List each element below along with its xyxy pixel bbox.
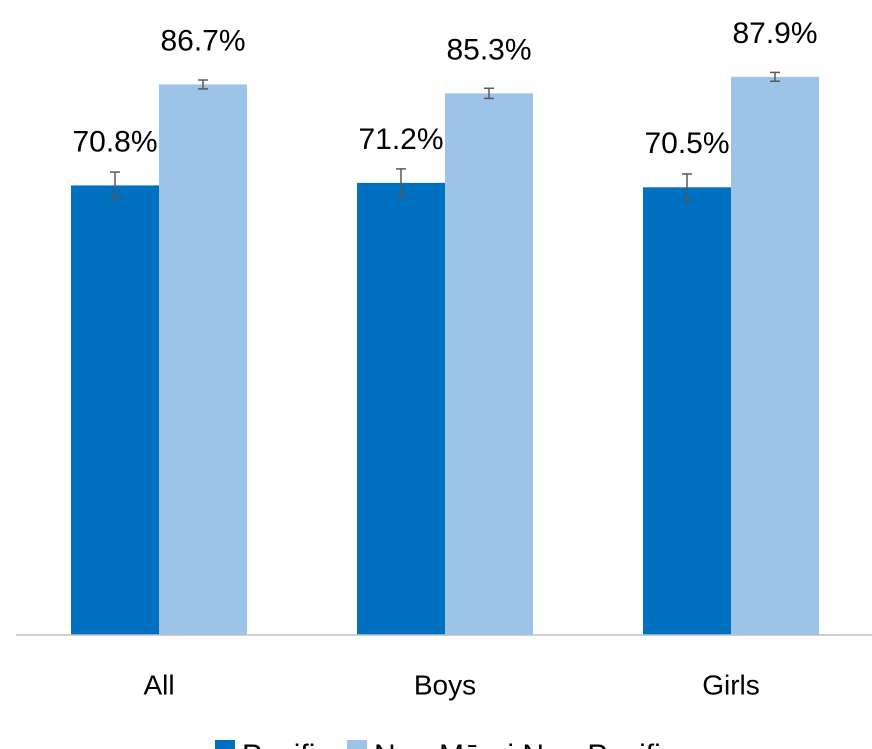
error-bar [110, 171, 120, 200]
error-bar [682, 173, 692, 202]
data-label: 70.5% [644, 127, 729, 160]
data-label: 71.2% [358, 123, 443, 156]
data-label: 85.3% [446, 33, 531, 66]
error-bar [770, 71, 780, 83]
bar [357, 182, 445, 635]
error-bar [198, 79, 208, 90]
bar [71, 185, 159, 636]
error-bar [396, 168, 406, 198]
legend-swatch [347, 740, 367, 749]
bar [445, 93, 533, 636]
x-tick-label: Girls [702, 669, 760, 700]
legend-label: Non-Māori Non-Pacific [374, 739, 676, 749]
x-tick-label: Boys [414, 669, 476, 700]
legend-label: Pacific [242, 739, 330, 749]
data-label: 87.9% [732, 17, 817, 50]
legend-swatch [215, 740, 235, 749]
data-label: 86.7% [160, 24, 245, 57]
error-bar [484, 87, 494, 100]
x-tick-label: All [143, 669, 174, 700]
bar [643, 187, 731, 635]
data-label: 70.8% [72, 125, 157, 158]
bar [159, 84, 247, 635]
bar [731, 76, 819, 635]
